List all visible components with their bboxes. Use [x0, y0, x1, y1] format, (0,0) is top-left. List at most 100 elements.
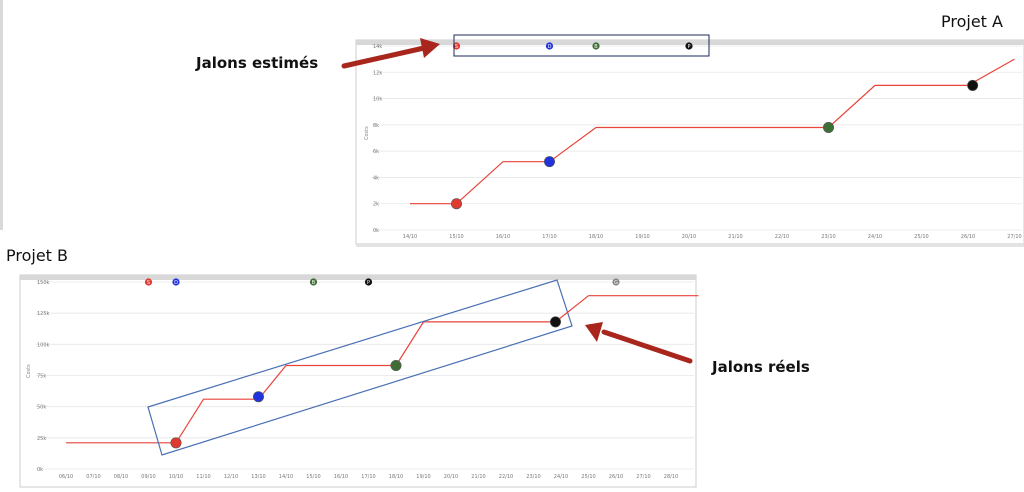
- chart-b-top-milestone-letter: G: [614, 280, 618, 286]
- chart-a-milestones: [450, 79, 979, 210]
- chart-b-frame: [19, 274, 697, 488]
- chart-a-top-milestone-letter: B: [594, 44, 598, 50]
- estimated-arrow-head: [420, 38, 440, 58]
- chart-b-top-milestone-marker: [172, 278, 180, 286]
- chart-b-x-tick-label: 28/10: [664, 474, 678, 480]
- chart-a-x-tick-label: 27/10: [1007, 234, 1021, 240]
- chart-a-x-tick-label: 25/10: [914, 234, 928, 240]
- chart-a-x-tick-label: 14/10: [403, 234, 417, 240]
- chart-b-top-milestone-letter: D: [174, 280, 178, 286]
- chart-a-top-milestone-marker: [685, 42, 693, 50]
- project-a-title: Projet A: [941, 12, 1003, 31]
- chart-b-grid: [36, 281, 694, 470]
- chart-a-estimated-highlight-box: [453, 34, 710, 57]
- chart-b-x-tick-label: 14/10: [279, 474, 293, 480]
- actual-arrow-head: [585, 322, 603, 342]
- chart-b-x-ticks: 06/10 07/10 08/10 09/10 10/10 11/10 12/10 13/10…: [59, 474, 678, 480]
- chart-b-y-tick-label: 150k: [37, 280, 50, 286]
- chart-b-top-milestone-letter: B: [312, 280, 316, 286]
- chart-a-top-milestone-marker: [452, 42, 461, 50]
- chart-a-x-tick-label: 21/10: [728, 234, 742, 240]
- chart-b-x-tick-label: 06/10: [59, 474, 73, 480]
- chart-b-milestone-point: [390, 360, 402, 372]
- chart-a-y-tick-label: 12k: [373, 70, 382, 76]
- chart-b-x-tick-label: 12/10: [224, 474, 238, 480]
- chart-b-x-tick-label: 11/10: [196, 474, 210, 480]
- chart-a-top-milestone-letter: D: [548, 44, 552, 50]
- chart-b-x-tick-label: 26/10: [609, 474, 623, 480]
- chart-a-y-tick-label: 4k: [373, 175, 379, 181]
- chart-b-top-milestone-marker: [364, 278, 373, 286]
- chart-b-x-tick-label: 08/10: [114, 474, 128, 480]
- chart-a-x-tick-label: 22/10: [775, 234, 789, 240]
- chart-a-bottom-band: [356, 243, 1024, 247]
- page-left-border: [0, 0, 3, 230]
- chart-b-x-tick-label: 09/10: [141, 474, 155, 480]
- chart-a-y-tick-label: 8k: [373, 123, 379, 129]
- chart-b-top-milestone-letter: P: [367, 280, 370, 286]
- chart-a-y-tick-label: 14k: [373, 44, 382, 50]
- chart-a-grid: [372, 45, 1022, 231]
- chart-a-top-milestone-letter: P: [687, 44, 690, 50]
- chart-a-frame: [355, 39, 1024, 245]
- chart-b-x-tick-label: 19/10: [416, 474, 430, 480]
- chart-b-x-tick-label: 17/10: [361, 474, 375, 480]
- chart-b-y-ticks: 0k 25k 50k 75k 100k 125k 150k: [37, 280, 50, 473]
- chart-b-top-milestone-letter: S: [147, 280, 150, 286]
- chart-b-x-tick-label: 25/10: [581, 474, 595, 480]
- chart-b-x-tick-label: 15/10: [306, 474, 320, 480]
- chart-a-milestone-point: [450, 198, 462, 210]
- estimated-arrow-shaft: [341, 45, 427, 69]
- chart-b-top-milestone-marker: [309, 278, 318, 286]
- chart-a-x-tick-label: 19/10: [635, 234, 649, 240]
- chart-b-y-axis-title: Costs: [26, 364, 32, 378]
- actual-arrow-shaft: [601, 329, 693, 364]
- chart-b-x-tick-label: 24/10: [554, 474, 568, 480]
- chart-a-top-milestone-marker: [592, 42, 600, 50]
- chart-a-x-tick-label: 24/10: [868, 234, 882, 240]
- chart-b-actual-highlight-box: [147, 279, 573, 456]
- chart-a-milestone-point: [967, 79, 979, 91]
- chart-a-x-tick-label: 26/10: [961, 234, 975, 240]
- chart-a-milestone-point: [543, 156, 555, 168]
- chart-b-x-tick-label: 21/10: [471, 474, 485, 480]
- chart-b-milestone-point: [549, 316, 561, 328]
- chart-a-y-ticks: 0k 2k 4k 6k 8k 10k 12k 14k: [373, 44, 382, 234]
- chart-a-y-tick-label: 10k: [373, 97, 382, 103]
- chart-b-x-tick-label: 07/10: [86, 474, 100, 480]
- chart-b-top-milestone-marker: [144, 278, 153, 286]
- chart-a-x-ticks: 14/10 15/10 16/10 17/10 18/10 19/10 20/10 21/10…: [403, 234, 1022, 240]
- project-b-title: Projet B: [6, 246, 69, 265]
- chart-b-series-line: [66, 295, 699, 444]
- chart-b-y-tick-label: 50k: [37, 405, 46, 411]
- chart-a-y-tick-label: 2k: [373, 202, 379, 208]
- chart-b-top-milestone-marker: [612, 278, 620, 286]
- chart-b-top-band: [20, 275, 696, 280]
- chart-b-y-tick-label: 125k: [37, 311, 50, 317]
- chart-b-x-tick-label: 22/10: [499, 474, 513, 480]
- chart-a-top-band: [356, 40, 1024, 45]
- chart-a-x-tick-label: 18/10: [589, 234, 603, 240]
- chart-b-y-tick-label: 75k: [37, 374, 46, 380]
- chart-a-x-tick-label: 15/10: [449, 234, 463, 240]
- chart-a-x-tick-label: 17/10: [542, 234, 556, 240]
- chart-b-y-tick-label: 25k: [37, 436, 46, 442]
- actual-arrow: [585, 322, 693, 364]
- estimated-milestones-label: Jalons estimés: [196, 54, 319, 72]
- chart-a-top-milestone-marker: [545, 42, 554, 50]
- chart-b-x-tick-label: 13/10: [251, 474, 265, 480]
- chart-a-x-tick-label: 16/10: [496, 234, 510, 240]
- chart-b-x-tick-label: 23/10: [526, 474, 540, 480]
- chart-b-x-tick-label: 18/10: [389, 474, 403, 480]
- chart-b-milestone-point: [170, 437, 182, 449]
- chart-a-y-tick-label: 0k: [373, 228, 379, 234]
- estimated-arrow: [341, 38, 440, 69]
- chart-a-milestone-point: [822, 121, 834, 133]
- chart-a-x-tick-label: 23/10: [821, 234, 835, 240]
- chart-b-y-tick-label: 0k: [37, 467, 43, 473]
- chart-b-x-tick-label: 27/10: [636, 474, 650, 480]
- chart-a-series-line: [410, 58, 1015, 205]
